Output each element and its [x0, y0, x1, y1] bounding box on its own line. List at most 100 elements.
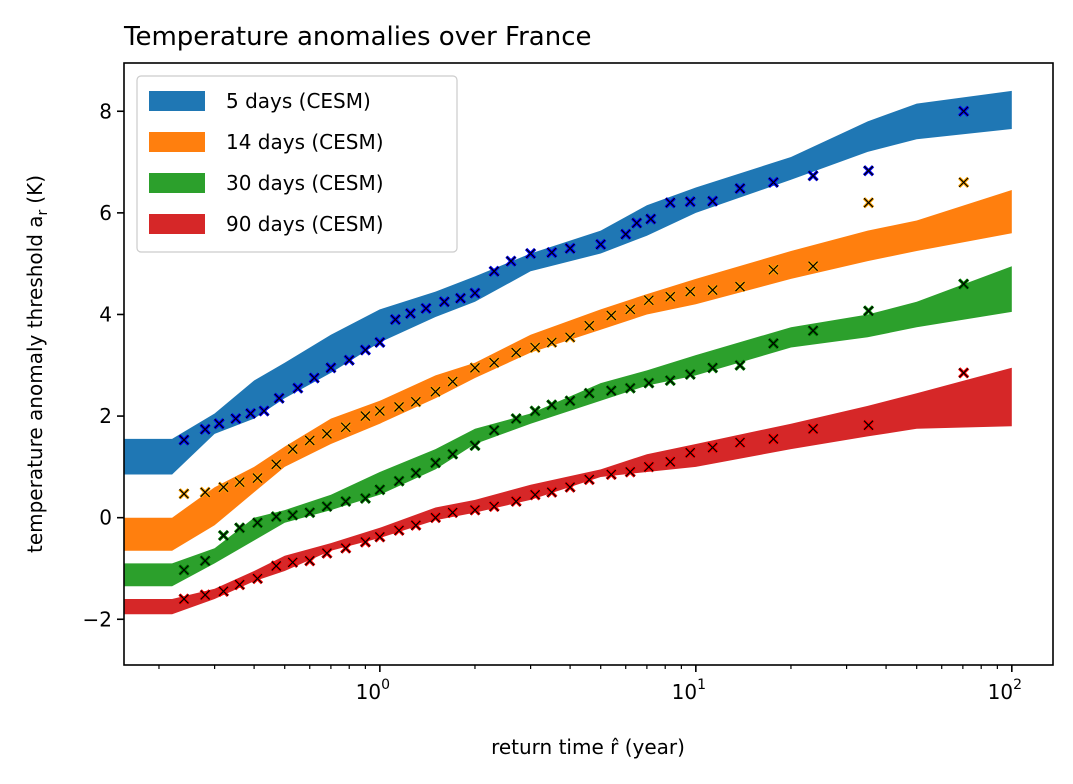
data-point: [734, 182, 746, 195]
data-point: [321, 500, 333, 513]
data-point: [706, 441, 719, 454]
data-point: [583, 387, 595, 399]
data-point: [178, 434, 190, 446]
data-point: [767, 176, 780, 189]
data-point: [664, 374, 676, 387]
points-series-1: [178, 105, 970, 446]
data-point: [321, 547, 333, 559]
data-point: [199, 589, 211, 601]
data-point: [258, 405, 270, 417]
data-point: [359, 492, 372, 505]
legend-box: [136, 75, 458, 253]
data-point: [643, 294, 655, 306]
y-tick-label: 8: [99, 99, 112, 123]
points-series-2: [178, 176, 970, 500]
data-point: [447, 375, 459, 388]
data-point: [447, 448, 459, 460]
data-point: [410, 467, 422, 479]
data-point: [958, 176, 970, 189]
data-point: [505, 255, 517, 267]
legend-entry: 5 days (CESM): [149, 89, 371, 113]
x-tick-label: 102: [988, 677, 1022, 704]
data-point: [438, 296, 450, 308]
data-point: [624, 466, 636, 478]
data-point: [546, 246, 558, 259]
data-point: [510, 412, 522, 425]
data-point: [529, 341, 541, 354]
data-point: [684, 447, 696, 459]
legend-label: 14 days (CESM): [226, 130, 384, 154]
data-point: [234, 476, 246, 488]
y-tick-label: 0: [99, 506, 112, 530]
data-point: [304, 506, 316, 519]
data-point: [251, 573, 264, 585]
y-tick-label: 2: [99, 404, 112, 428]
data-point: [624, 382, 636, 394]
data-point: [862, 197, 875, 209]
data-point: [304, 434, 316, 447]
data-point: [684, 196, 696, 208]
data-point: [958, 367, 970, 379]
band-series-2: [124, 190, 1012, 551]
data-point: [410, 396, 422, 408]
data-point: [734, 280, 746, 293]
data-point: [287, 556, 299, 569]
data-point: [340, 542, 352, 554]
data-point: [251, 517, 264, 529]
data-point: [429, 386, 442, 398]
data-point: [199, 423, 211, 435]
data-point: [251, 472, 264, 484]
data-point: [645, 213, 657, 225]
data-point: [734, 359, 746, 371]
data-point: [374, 484, 386, 496]
data-point: [454, 292, 467, 304]
data-point: [529, 405, 541, 417]
data-point: [958, 278, 970, 290]
data-point: [643, 461, 655, 473]
legend-swatch: [149, 132, 205, 152]
y-axis: −2 0 2 4 6 8: [83, 99, 124, 631]
data-point: [469, 439, 481, 452]
data-point: [404, 307, 417, 320]
data-point: [469, 362, 481, 374]
band-series-4: [124, 367, 1012, 615]
data-point: [807, 260, 819, 272]
data-point: [564, 331, 576, 343]
data-point: [270, 458, 282, 470]
legend-swatch: [149, 91, 205, 111]
data-point: [178, 593, 190, 605]
plot-content: [124, 90, 1012, 615]
data-point: [767, 337, 780, 350]
y-axis-label-sub: r: [35, 209, 51, 215]
data-point: [706, 362, 719, 374]
data-point: [308, 372, 320, 384]
data-point: [564, 395, 576, 407]
legend-label: 90 days (CESM): [226, 212, 384, 236]
data-point: [340, 495, 352, 508]
data-point: [287, 443, 299, 455]
y-axis-label: temperature anomaly threshold ar (K): [23, 175, 51, 553]
data-point: [429, 457, 442, 469]
data-point: [664, 197, 676, 209]
data-point: [605, 309, 617, 322]
chart-title: Temperature anomalies over France: [123, 22, 592, 52]
data-point: [287, 509, 299, 521]
band-series-1: [124, 90, 1012, 475]
data-point: [488, 424, 500, 436]
data-point: [862, 165, 875, 177]
data-point: [321, 428, 333, 440]
data-point: [767, 264, 780, 276]
data-point: [620, 228, 632, 240]
data-point: [273, 392, 285, 404]
y-tick-label: 6: [99, 201, 112, 225]
data-point: [767, 433, 780, 445]
data-point: [217, 529, 230, 542]
data-point: [958, 105, 970, 117]
data-point: [244, 407, 257, 420]
points-series-4: [178, 367, 970, 605]
data-point: [564, 481, 576, 493]
data-point: [807, 423, 819, 435]
data-point: [447, 506, 459, 519]
data-point: [706, 284, 719, 296]
data-point: [389, 313, 402, 326]
